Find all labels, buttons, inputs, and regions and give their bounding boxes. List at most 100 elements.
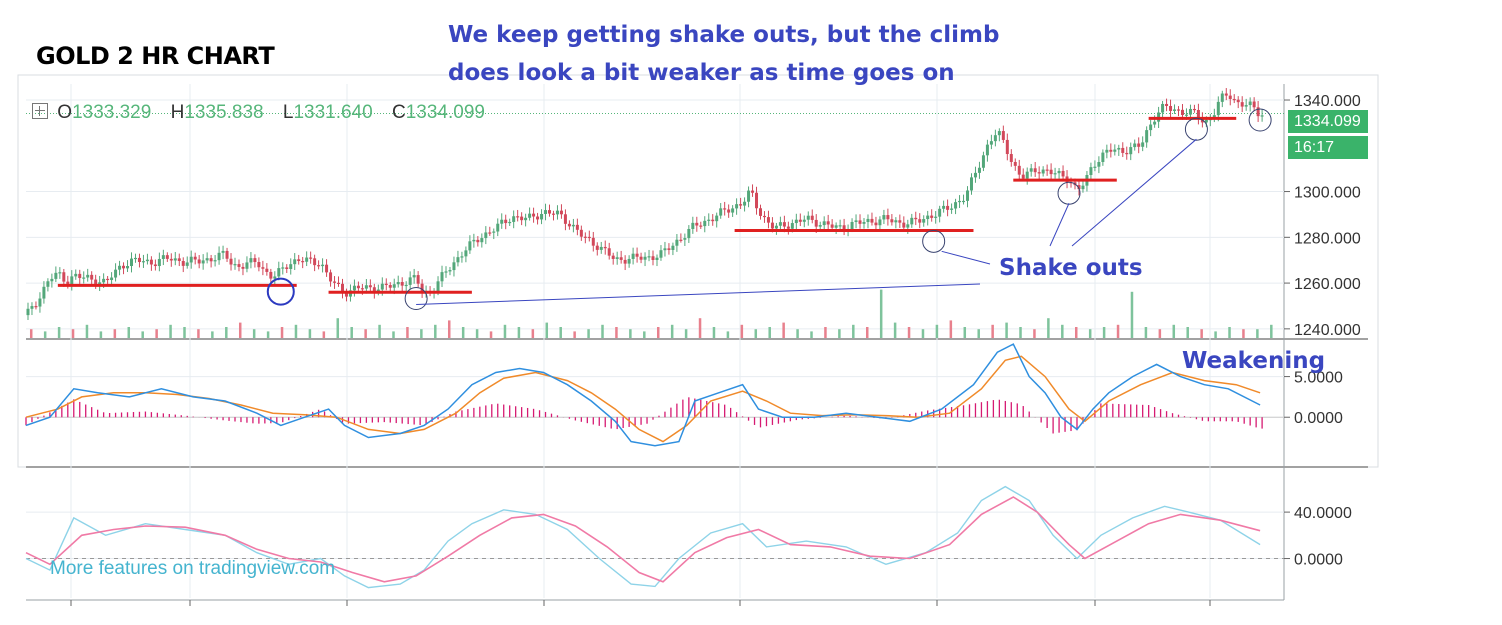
volume-bar xyxy=(461,327,465,338)
candle-body xyxy=(516,216,520,218)
candle-body xyxy=(1005,139,1009,155)
candle-body xyxy=(1045,169,1049,171)
candle-body xyxy=(1180,109,1184,116)
candle-body xyxy=(810,215,814,220)
candle-body xyxy=(46,281,50,287)
candle-body xyxy=(265,268,269,272)
candle-body xyxy=(743,201,747,206)
candle-body xyxy=(356,285,360,289)
candle-body xyxy=(997,131,1001,136)
low-value: 1331.640 xyxy=(293,102,373,123)
candle-body xyxy=(707,219,711,221)
candle-body xyxy=(969,177,973,191)
candle-body xyxy=(118,265,122,270)
volume-bar xyxy=(43,331,47,338)
candle-body xyxy=(460,256,464,258)
candle-body xyxy=(277,268,281,277)
candle-body xyxy=(512,216,516,222)
volume-bar xyxy=(294,324,298,338)
candle-body xyxy=(575,224,579,230)
candle-body xyxy=(548,210,552,214)
candle-body xyxy=(755,192,759,209)
candle-body xyxy=(86,274,90,278)
candle-body xyxy=(1109,149,1113,152)
shake-outs-annotation: Shake outs xyxy=(999,255,1143,281)
candle-body xyxy=(440,272,444,282)
candle-body xyxy=(420,283,424,293)
candle-body xyxy=(954,202,958,209)
volume-bar xyxy=(935,324,939,338)
candle-body xyxy=(1240,102,1244,107)
expand-icon[interactable] xyxy=(32,103,48,119)
candle-body xyxy=(950,208,954,210)
bar-countdown-tag: 16:17 xyxy=(1288,136,1368,159)
candle-body xyxy=(786,226,790,229)
candle-body xyxy=(1029,168,1033,172)
candle-body xyxy=(914,217,918,220)
candle-body xyxy=(364,285,368,289)
candle-body xyxy=(1165,103,1169,107)
candle-body xyxy=(337,282,341,285)
candle-body xyxy=(321,264,325,267)
candle-body xyxy=(301,261,305,263)
volume-bar xyxy=(336,318,340,338)
volume-bar xyxy=(1102,327,1106,338)
candle-body xyxy=(918,219,922,223)
candle-body xyxy=(1021,174,1025,179)
candle-body xyxy=(1141,142,1145,147)
candle-body xyxy=(30,306,34,309)
candle-body xyxy=(599,246,603,250)
candle-body xyxy=(213,260,217,262)
candle-body xyxy=(782,222,786,227)
candle-body xyxy=(201,260,205,264)
candle-body xyxy=(329,272,333,282)
volume-bar xyxy=(1005,322,1008,338)
volume-bar xyxy=(225,327,228,338)
candle-body xyxy=(508,221,512,224)
macd-axis-tick-label: 0.0000 xyxy=(1294,410,1343,427)
candle-body xyxy=(544,210,548,214)
candle-body xyxy=(587,236,591,239)
candle-body xyxy=(966,190,970,201)
close-label: C xyxy=(391,102,406,123)
volume-bar xyxy=(907,327,911,338)
volume-bar xyxy=(991,324,994,338)
last-price-tag: 1334.099 xyxy=(1288,110,1368,133)
candle-body xyxy=(866,218,870,223)
candle-body xyxy=(993,135,997,142)
candle-body xyxy=(747,190,751,202)
candle-body xyxy=(989,141,993,145)
volume-bar xyxy=(1088,329,1092,338)
candle-body xyxy=(297,259,301,262)
candle-body xyxy=(145,259,149,262)
candle-body xyxy=(532,213,536,217)
macd-signal-line xyxy=(25,355,1261,443)
candle-body xyxy=(834,225,838,228)
candle-body xyxy=(1224,93,1228,96)
candle-body xyxy=(667,248,671,250)
candle-body xyxy=(333,281,337,283)
volume-bar xyxy=(141,331,144,338)
stoch-d-line xyxy=(25,496,1261,583)
candle-body xyxy=(651,256,655,260)
high-label: H xyxy=(170,102,185,123)
candle-body xyxy=(392,284,396,288)
annotation-connector xyxy=(416,283,981,306)
candle-body xyxy=(257,262,261,268)
candle-body xyxy=(583,236,587,238)
candle-body xyxy=(241,266,245,269)
candle-body xyxy=(189,256,193,263)
macd-axis-tick-label: 5.0000 xyxy=(1294,370,1343,387)
volume-bar xyxy=(1270,324,1273,338)
open-label: O xyxy=(57,102,73,123)
candle-body xyxy=(826,221,830,225)
tradingview-watermark[interactable]: More features on tradingview.com xyxy=(50,558,336,579)
annotation-connector xyxy=(1071,138,1197,247)
candle-body xyxy=(42,286,46,299)
shakeout-circle xyxy=(404,287,428,311)
candle-body xyxy=(635,253,639,257)
candle-body xyxy=(54,272,58,279)
volume-bar xyxy=(1144,327,1148,338)
candle-body xyxy=(1093,166,1097,168)
candle-body xyxy=(802,219,806,222)
